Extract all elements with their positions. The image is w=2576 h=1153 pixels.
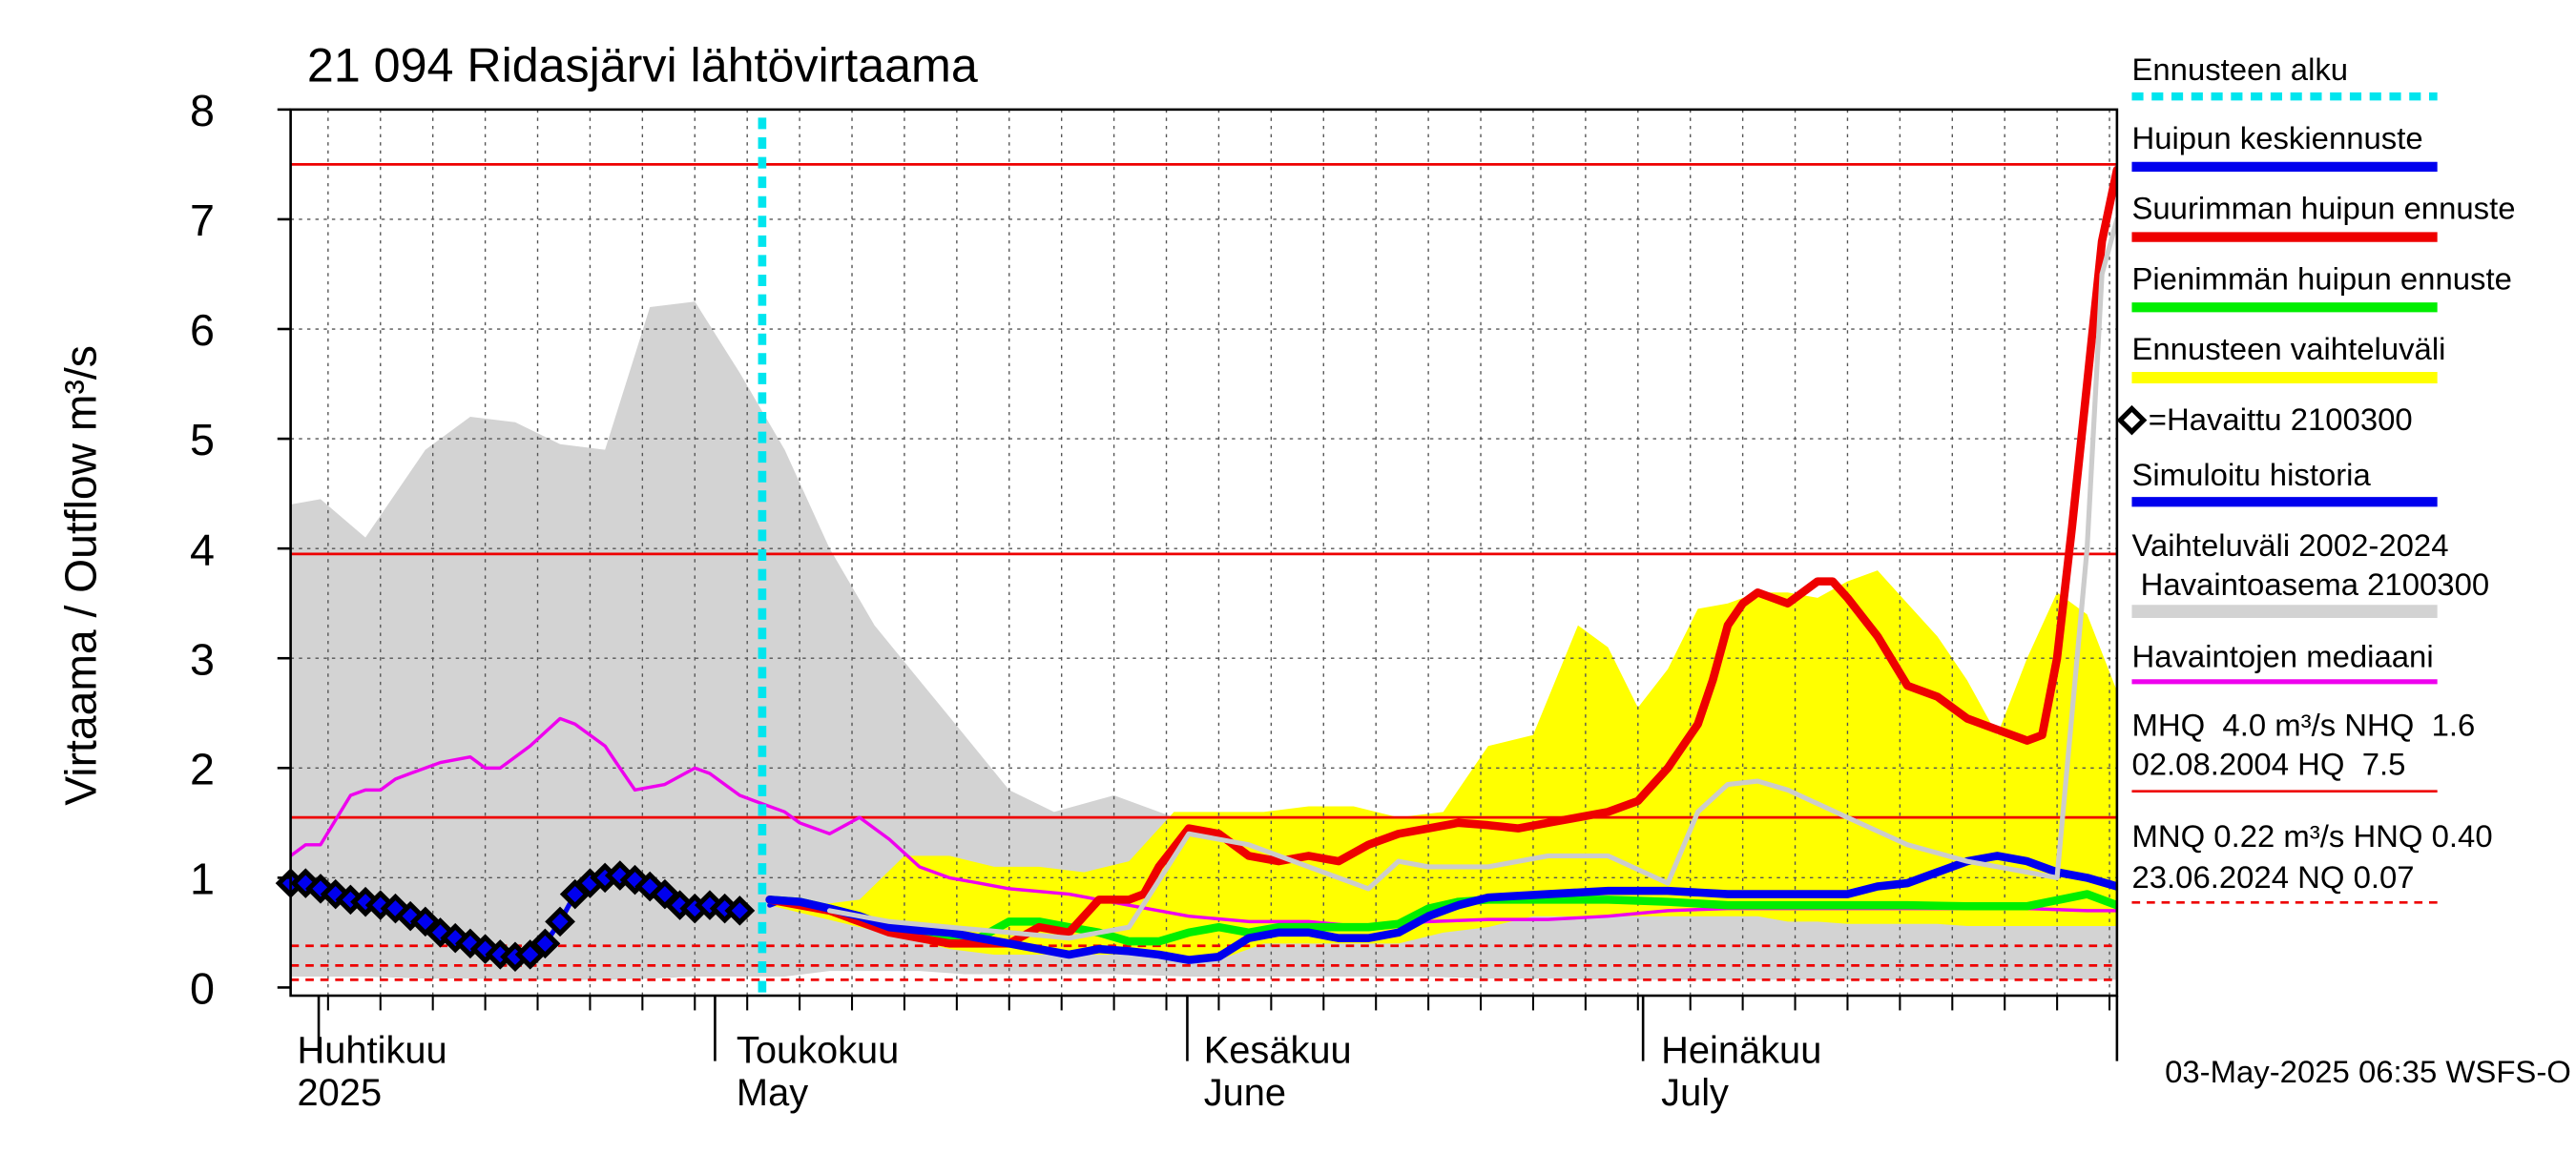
stats-line-3: MNQ 0.22 m³/s HNQ 0.40: [2131, 818, 2492, 854]
y-tick-label: 7: [190, 196, 215, 245]
legend-label-min-peak: Pienimmän huipun ennuste: [2131, 261, 2511, 297]
y-tick-label: 5: [190, 415, 215, 464]
legend-label-history-range-2: Havaintoasema 2100300: [2131, 566, 2489, 602]
legend-label-max-peak: Suurimman huipun ennuste: [2131, 191, 2515, 226]
legend-marker-observed: [2116, 404, 2148, 436]
series-line-gray-forecast-trace: [826, 216, 2117, 941]
series-line-huipun-keskiennuste: [765, 852, 2117, 964]
y-tick-label: 4: [190, 525, 215, 574]
series-line-havaintojen-mediaani: [290, 716, 2117, 929]
observed-point: [724, 896, 756, 926]
timestamp-footer: 03-May-2025 06:35 WSFS-O: [2165, 1054, 2571, 1089]
legend-label-forecast-range: Ennusteen vaihteluväli: [2131, 331, 2445, 366]
legend-label-history-range: Vaihteluväli 2002-2024: [2131, 527, 2448, 563]
x-month-label-en: July: [1661, 1072, 1729, 1114]
x-month-label-fi: Heinäkuu: [1661, 1029, 1821, 1071]
series-line-pienimm-n-huipun-ennuste: [765, 890, 2117, 946]
legend-label-mean-peak: Huipun keskiennuste: [2131, 120, 2422, 155]
legend-label-median: Havaintojen mediaani: [2131, 639, 2433, 674]
y-tick-label: 1: [190, 854, 215, 904]
y-axis-label: Virtaama / Outflow m³/s: [55, 345, 105, 806]
y-tick-label: 0: [190, 964, 215, 1014]
x-month-label-en: May: [737, 1072, 808, 1114]
legend: Ennusteen alku Huipun keskiennuste Suuri…: [2116, 51, 2516, 904]
legend-label-simulated: Simuloitu historia: [2131, 457, 2371, 492]
x-month-label-fi: Toukokuu: [737, 1029, 899, 1071]
series-line-suurimman-huipun-ennuste: [765, 165, 2117, 948]
x-month-label-en: 2025: [298, 1072, 383, 1114]
x-month-label-fi: Kesäkuu: [1204, 1029, 1352, 1071]
observed-point: [530, 928, 561, 959]
stats-line-1: MHQ 4.0 m³/s NHQ 1.6: [2131, 708, 2475, 743]
chart-title: 21 094 Ridasjärvi lähtövirtaama: [307, 39, 978, 93]
legend-label-observed: =Havaittu 2100300: [2149, 401, 2413, 437]
y-tick-label: 6: [190, 305, 215, 355]
y-tick-label: 8: [190, 86, 215, 135]
observed-point: [545, 906, 575, 937]
y-tick-label: 3: [190, 635, 215, 685]
x-month-label-en: June: [1204, 1072, 1286, 1114]
legend-label-forecast-start: Ennusteen alku: [2131, 51, 2348, 87]
stats-line-4: 23.06.2024 NQ 0.07: [2131, 859, 2414, 895]
x-month-label-fi: Huhtikuu: [298, 1029, 447, 1071]
forecast-range-band: [769, 570, 2117, 960]
stats-line-2: 02.08.2004 HQ 7.5: [2131, 747, 2405, 782]
y-tick-label: 2: [190, 745, 215, 794]
plot-frame: [289, 108, 2119, 998]
